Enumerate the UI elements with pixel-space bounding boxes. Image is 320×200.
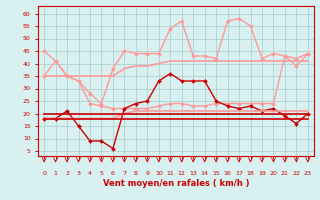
X-axis label: Vent moyen/en rafales ( km/h ): Vent moyen/en rafales ( km/h )	[103, 179, 249, 188]
